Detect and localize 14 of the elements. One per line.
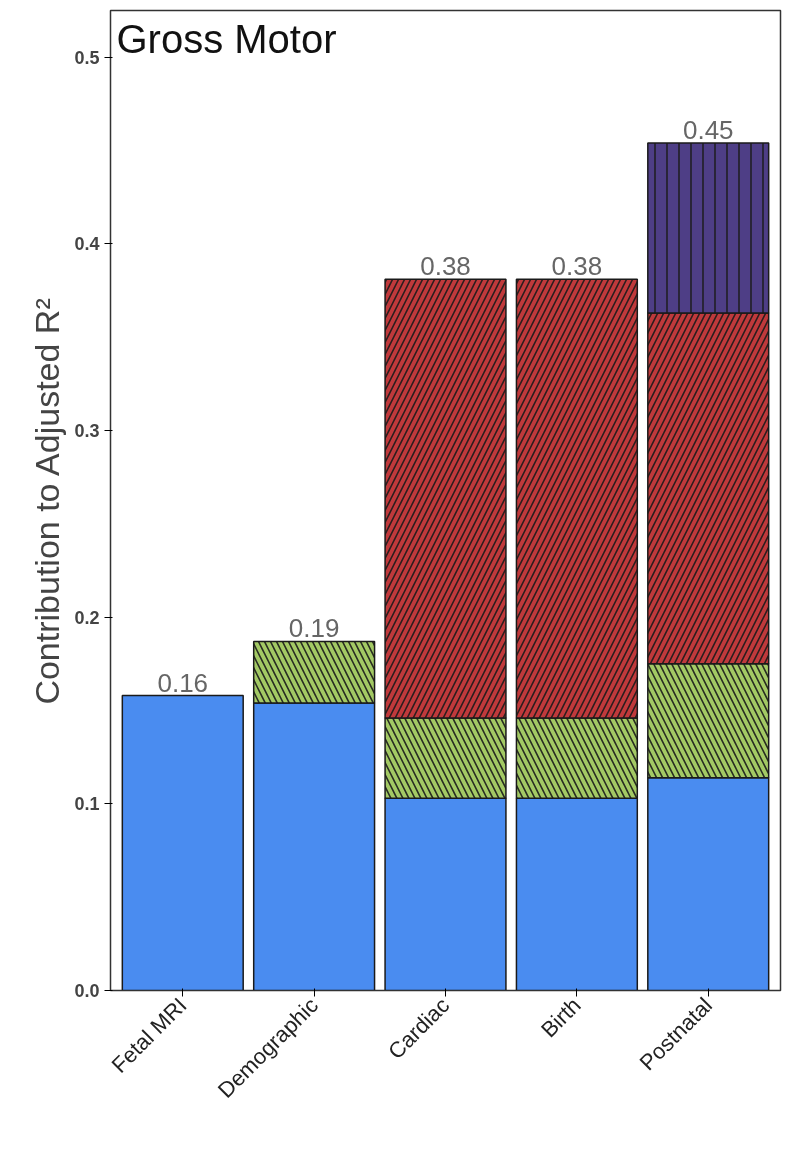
bar: [121, 694, 244, 991]
total-label: 0.38: [551, 251, 603, 282]
total-label: 0.19: [288, 613, 340, 644]
y-tick-label: 0.2: [74, 607, 100, 628]
y-tick-label: 0.4: [74, 234, 100, 255]
total-label: 0.16: [157, 667, 209, 698]
y-tick-label: 0.5: [74, 47, 100, 68]
y-axis-title: Contribution to Adjusted R²: [28, 298, 67, 705]
y-tick-label: 0.1: [74, 794, 100, 815]
total-label: 0.45: [682, 115, 734, 146]
y-tick-label: 0.3: [74, 421, 100, 441]
total-label: 0.38: [420, 251, 471, 282]
chart-title: Gross Motor: [116, 16, 337, 61]
y-tick-label: 0.0: [74, 981, 100, 1001]
